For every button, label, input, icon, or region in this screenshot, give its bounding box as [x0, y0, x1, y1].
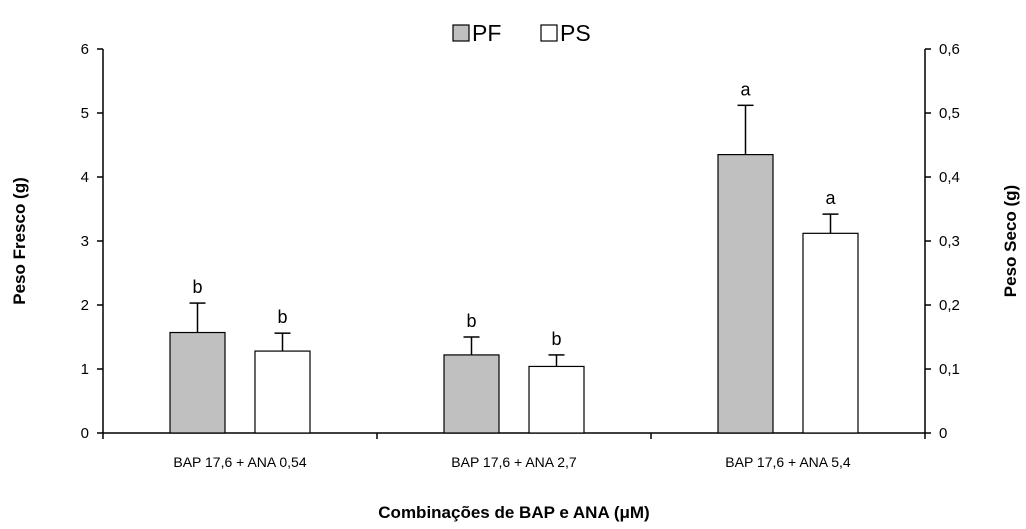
- bar-ps: [802, 232, 859, 434]
- bar-ps: [254, 350, 311, 434]
- y2-tick-label: 0,3: [939, 233, 960, 250]
- significance-label: a: [825, 188, 836, 208]
- x-tick-label: BAP 17,6 + ANA 2,7: [451, 454, 577, 470]
- legend-label-pf: PF: [472, 20, 501, 46]
- bar-ps: [528, 365, 585, 434]
- legend-label-ps: PS: [560, 20, 591, 46]
- significance-label: a: [740, 79, 751, 99]
- bar-pf: [717, 154, 774, 434]
- significance-label: b: [277, 307, 287, 327]
- right-ticks: 0 0,1 0,2 0,3 0,4 0,5 0,6: [925, 41, 960, 442]
- y2-tick-label: 0,2: [939, 297, 960, 314]
- category-labels: BAP 17,6 + ANA 0,54 BAP 17,6 + ANA 2,7 BAP…: [173, 454, 851, 470]
- bar-pf: [443, 354, 500, 434]
- y-tick-label: 4: [81, 169, 89, 186]
- y-axis-title: Peso Fresco (g): [10, 177, 29, 305]
- significance-labels: b b b b a a: [192, 79, 836, 349]
- y-tick-label: 1: [81, 361, 89, 378]
- left-ticks: 0 1 2 3 4 5 6: [81, 41, 103, 442]
- x-ticks: [102, 433, 926, 439]
- significance-label: b: [551, 329, 561, 349]
- axes: [102, 49, 926, 434]
- y-tick-label: 6: [81, 41, 89, 58]
- y-tick-label: 0: [81, 425, 89, 442]
- bars: [169, 154, 859, 434]
- y2-tick-label: 0,5: [939, 105, 960, 122]
- y-tick-label: 2: [81, 297, 89, 314]
- y-tick-label: 5: [81, 105, 89, 122]
- significance-label: b: [192, 277, 202, 297]
- significance-label: b: [466, 311, 476, 331]
- legend: PF PS: [452, 20, 591, 46]
- y2-axis-title: Peso Seco (g): [1001, 185, 1020, 297]
- x-tick-label: BAP 17,6 + ANA 0,54: [173, 454, 306, 470]
- legend-swatch-pf: [452, 24, 470, 42]
- x-axis-title: Combinações de BAP e ANA (μM): [378, 503, 649, 522]
- x-tick-label: BAP 17,6 + ANA 5,4: [725, 454, 851, 470]
- y2-tick-label: 0: [939, 425, 947, 442]
- legend-swatch-ps: [540, 24, 558, 42]
- y2-tick-label: 0,1: [939, 361, 960, 378]
- error-bars: [189, 104, 839, 367]
- bar-pf: [169, 331, 226, 434]
- y2-tick-label: 0,4: [939, 169, 960, 186]
- y-tick-label: 3: [81, 233, 89, 250]
- y2-tick-label: 0,6: [939, 41, 960, 58]
